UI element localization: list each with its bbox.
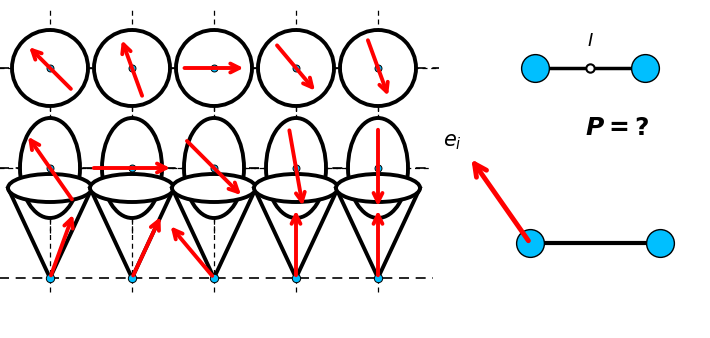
Ellipse shape xyxy=(12,30,88,106)
Ellipse shape xyxy=(266,118,326,218)
Text: $I$: $I$ xyxy=(586,32,594,50)
Text: $\boldsymbol{P = ?}$: $\boldsymbol{P = ?}$ xyxy=(585,116,649,140)
Ellipse shape xyxy=(176,30,252,106)
Ellipse shape xyxy=(102,118,162,218)
Ellipse shape xyxy=(90,174,174,202)
Ellipse shape xyxy=(336,174,420,202)
Text: $\boldsymbol{e_i}$: $\boldsymbol{e_i}$ xyxy=(443,132,462,152)
Ellipse shape xyxy=(20,118,80,218)
Ellipse shape xyxy=(254,174,338,202)
Ellipse shape xyxy=(258,30,334,106)
Ellipse shape xyxy=(8,174,92,202)
Ellipse shape xyxy=(94,30,170,106)
Ellipse shape xyxy=(172,174,256,202)
Ellipse shape xyxy=(340,30,416,106)
Ellipse shape xyxy=(348,118,408,218)
Ellipse shape xyxy=(184,118,244,218)
